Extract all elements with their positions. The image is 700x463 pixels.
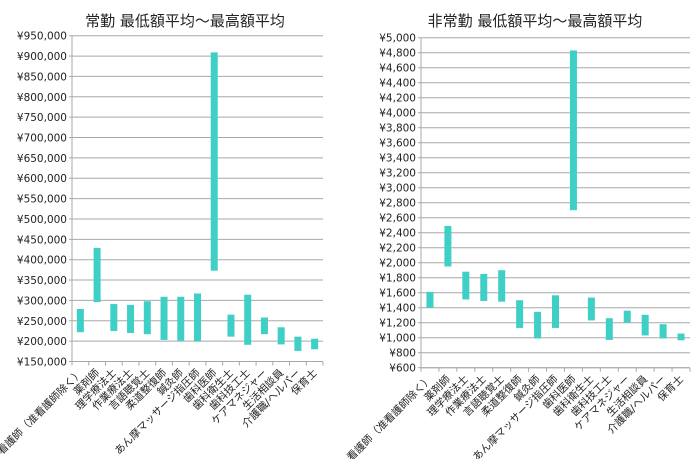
range-bar [641,314,649,336]
range-bar [260,317,268,335]
y-tick-label: ¥3,400 [379,153,416,165]
range-bar [498,270,506,302]
y-tick-label: ¥4,200 [379,93,416,105]
range-bar [93,247,101,303]
range-bar [210,52,218,271]
range-bar [462,271,470,300]
y-tick-label: ¥600,000 [17,173,67,185]
range-bar [480,273,488,301]
y-tick-label: ¥300,000 [17,295,67,307]
y-tick-label: ¥4,400 [379,78,416,90]
y-tick-label: ¥1,000 [379,333,416,345]
range-bar [110,304,118,331]
range-bar [444,225,452,267]
y-tick-label: ¥3,600 [379,138,416,150]
range-bar [516,300,524,328]
x-tick-label: 看護師（准看護師除く） [0,366,85,457]
y-tick-label: ¥250,000 [17,316,67,328]
range-bar [194,293,201,342]
y-tick-label: ¥3,200 [379,168,416,180]
range-bar [227,314,235,337]
y-tick-label: ¥600 [389,363,416,375]
y-tick-label: ¥2,800 [379,198,416,210]
parttime-chart: 非常勤 最低額平均〜最高額平均 ¥600 ¥800 ¥1,000 ¥1,200 ¥1,4… [344,12,691,463]
y-tick-label: ¥1,200 [379,318,416,330]
y-tick-label: ¥700,000 [17,133,67,145]
range-bar [623,310,631,323]
y-tick-label: ¥3,000 [379,183,416,195]
y-tick-label: ¥2,400 [379,228,416,240]
y-tick-label: ¥2,200 [379,243,416,255]
y-tick-label: ¥1,400 [379,303,416,315]
range-bar [294,336,302,351]
y-tick-label: ¥400,000 [17,255,67,267]
range-bar [277,327,285,345]
range-bar [659,324,667,339]
fulltime-chart: 常勤 最低額平均〜最高額平均 ¥150,000 ¥200,000 ¥250,000 ¥… [0,12,324,457]
y-tick-label: ¥900,000 [17,51,67,63]
y-tick-label: ¥2,000 [379,258,416,270]
range-bar [605,318,613,340]
range-bar [569,50,577,211]
y-tick-label: ¥1,800 [379,273,416,285]
y-tick-label: ¥2,600 [379,213,416,225]
range-bar [177,296,185,341]
range-bar [552,295,559,328]
y-tick-label: ¥4,600 [379,63,416,75]
y-tick-label: ¥950,000 [17,31,67,43]
range-bar [143,301,151,335]
x-tick-label: 看護師（准看護師除く） [344,373,435,459]
y-tick-label: ¥350,000 [17,275,67,287]
chart-title: 非常勤 最低額平均〜最高額平均 [428,12,643,30]
range-bar [244,294,252,345]
y-tick-label: ¥150,000 [17,357,67,369]
y-tick-label: ¥550,000 [17,194,67,206]
y-tick-label: ¥200,000 [17,336,67,348]
y-tick-label: ¥800,000 [17,92,67,104]
range-bar [426,291,434,308]
y-tick-label: ¥850,000 [17,71,67,83]
y-tick-label: ¥500,000 [17,214,67,226]
chart-title: 常勤 最低額平均〜最高額平均 [85,12,285,30]
range-bar [127,304,135,333]
range-bar [587,297,595,321]
range-bar [534,311,542,339]
range-bar [311,338,319,350]
y-tick-label: ¥650,000 [17,153,67,165]
y-tick-label: ¥1,600 [379,288,416,300]
range-bar [160,296,168,340]
y-tick-label: ¥4,000 [379,108,416,120]
y-tick-label: ¥750,000 [17,112,67,124]
y-tick-label: ¥3,800 [379,123,416,135]
y-tick-label: ¥800 [389,348,416,360]
range-bar [76,308,84,333]
y-tick-label: ¥450,000 [17,234,67,246]
range-bar [677,333,685,341]
y-tick-label: ¥4,800 [379,48,416,60]
y-tick-label: ¥5,000 [379,33,416,45]
